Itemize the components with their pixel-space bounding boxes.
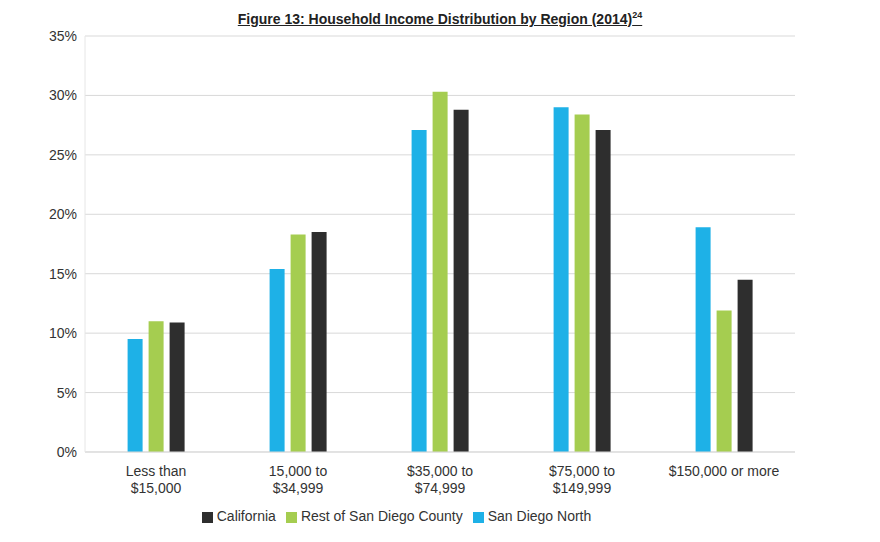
svg-text:20%: 20%	[49, 206, 77, 222]
svg-text:$150,000 or more: $150,000 or more	[669, 463, 780, 479]
svg-text:5%: 5%	[57, 385, 77, 401]
html-text:Rest of San Diego County: Rest of San Diego County	[300, 508, 463, 524]
svg-text:Less than$15,000: Less than$15,000	[126, 463, 187, 496]
svg-text:0%: 0%	[57, 444, 77, 460]
svg-text:25%: 25%	[49, 147, 77, 163]
svg-text:10%: 10%	[49, 325, 77, 341]
svg-text:30%: 30%	[49, 87, 77, 103]
svg-text:15,000 to$34,999: 15,000 to$34,999	[269, 463, 328, 496]
html-text:San Diego North: San Diego North	[487, 508, 592, 524]
svg-text:15%: 15%	[49, 266, 77, 282]
html-text:California: California	[216, 508, 276, 524]
svg-text:$75,000 to$149,999: $75,000 to$149,999	[549, 463, 615, 496]
svg-text:$35,000 to$74,999: $35,000 to$74,999	[407, 463, 473, 496]
svg-text:35%: 35%	[49, 28, 77, 44]
html-text:Figure 13: Household Income Di: Figure 13: Household Income Distribution…	[237, 10, 643, 27]
